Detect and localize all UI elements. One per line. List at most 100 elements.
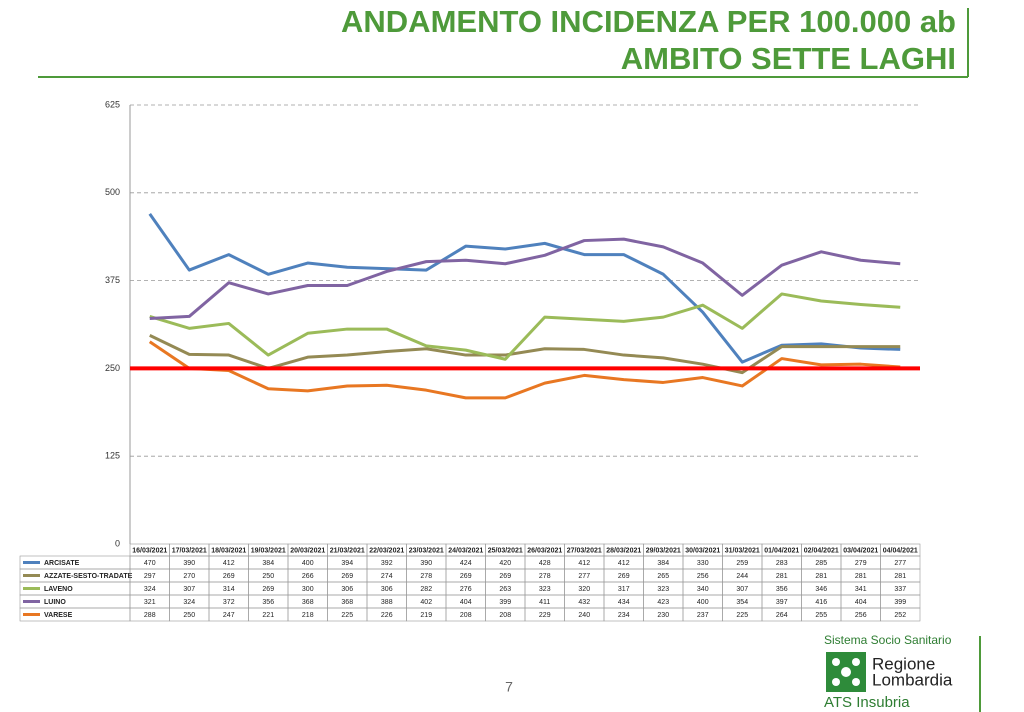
table-value: 229 — [539, 612, 551, 619]
table-value: 306 — [381, 586, 393, 593]
table-value: 300 — [302, 586, 314, 593]
x-tick-label: 23/03/2021 — [409, 547, 444, 554]
table-value: 340 — [697, 586, 709, 593]
table-value: 255 — [815, 612, 827, 619]
table-value: 226 — [381, 612, 393, 619]
logo-region: Lombardia — [872, 670, 953, 689]
x-tick-label: 18/03/2021 — [211, 547, 246, 554]
x-tick-label: 16/03/2021 — [132, 547, 167, 554]
table-value: 400 — [302, 560, 314, 567]
table-value: 423 — [657, 599, 669, 606]
table-value: 237 — [697, 612, 709, 619]
table-value: 277 — [894, 560, 906, 567]
x-tick-label: 22/03/2021 — [369, 547, 404, 554]
table-value: 218 — [302, 612, 314, 619]
table-value: 323 — [657, 586, 669, 593]
table-value: 404 — [460, 599, 472, 606]
x-tick-label: 25/03/2021 — [488, 547, 523, 554]
table-value: 285 — [815, 560, 827, 567]
table-value: 412 — [618, 560, 630, 567]
x-tick-label: 31/03/2021 — [725, 547, 760, 554]
chart-title: ANDAMENTO INCIDENZA PER 100.000 ab — [341, 4, 956, 39]
table-value: 270 — [183, 573, 195, 580]
chart-subtitle: AMBITO SETTE LAGHI — [621, 41, 956, 76]
table-value: 247 — [223, 612, 235, 619]
table-value: 416 — [815, 599, 827, 606]
x-tick-label: 03/04/2021 — [843, 547, 878, 554]
series-line — [149, 237, 901, 321]
table-value: 269 — [460, 573, 472, 580]
table-cell — [880, 607, 921, 622]
table-value: 263 — [499, 586, 511, 593]
series-line — [149, 292, 901, 361]
table-value: 264 — [776, 612, 788, 619]
table-value: 420 — [499, 560, 511, 567]
table-value: 341 — [855, 586, 867, 593]
table-value: 314 — [223, 586, 235, 593]
table-value: 399 — [894, 599, 906, 606]
y-tick-label: 500 — [105, 187, 120, 197]
legend-label: LUINO — [44, 599, 66, 606]
logo-region: Regione — [872, 654, 935, 673]
table-value: 266 — [302, 573, 314, 580]
table-value: 250 — [262, 573, 274, 580]
x-tick-label: 01/04/2021 — [764, 547, 799, 554]
table-value: 259 — [736, 560, 748, 567]
table-value: 330 — [697, 560, 709, 567]
table-value: 390 — [420, 560, 432, 567]
legend-label: AZZATE-SESTO-TRADATE — [44, 573, 133, 580]
legend-label: LAVENO — [44, 586, 73, 593]
table-value: 240 — [578, 612, 590, 619]
table-value: 256 — [697, 573, 709, 580]
table-value: 225 — [341, 612, 353, 619]
y-tick-label: 625 — [105, 99, 120, 109]
table-value: 412 — [223, 560, 235, 567]
logo-agency: ATS Insubria — [824, 694, 910, 711]
table-value: 368 — [341, 599, 353, 606]
table-value: 392 — [381, 560, 393, 567]
table-value: 221 — [262, 612, 274, 619]
table-value: 234 — [618, 612, 630, 619]
table-value: 297 — [144, 573, 156, 580]
table-value: 274 — [381, 573, 393, 580]
table-value: 250 — [183, 612, 195, 619]
legend-label: VARESE — [44, 612, 73, 619]
table-value: 428 — [539, 560, 551, 567]
x-tick-label: 21/03/2021 — [330, 547, 365, 554]
table-value: 230 — [657, 612, 669, 619]
table-value: 432 — [578, 599, 590, 606]
table-value: 283 — [776, 560, 788, 567]
table-value: 372 — [223, 599, 235, 606]
table-value: 390 — [183, 560, 195, 567]
table-value: 323 — [539, 586, 551, 593]
table-value: 368 — [302, 599, 314, 606]
series-line — [148, 340, 901, 400]
table-value: 324 — [183, 599, 195, 606]
table-value: 346 — [815, 586, 827, 593]
table-value: 256 — [855, 612, 867, 619]
table-value: 320 — [578, 586, 590, 593]
table-value: 354 — [736, 599, 748, 606]
table-value: 404 — [855, 599, 867, 606]
legend-label: ARCISATE — [44, 560, 80, 567]
logo-icon — [826, 652, 866, 692]
table-value: 225 — [736, 612, 748, 619]
table-value: 281 — [855, 573, 867, 580]
table-value: 279 — [855, 560, 867, 567]
table-value: 356 — [776, 586, 788, 593]
table-value: 269 — [223, 573, 235, 580]
table-value: 208 — [499, 612, 511, 619]
x-tick-label: 17/03/2021 — [172, 547, 207, 554]
table-value: 265 — [657, 573, 669, 580]
x-tick-label: 29/03/2021 — [646, 547, 681, 554]
table-value: 269 — [618, 573, 630, 580]
table-value: 470 — [144, 560, 156, 567]
y-tick-label: 250 — [105, 363, 120, 373]
table-value: 278 — [420, 573, 432, 580]
y-tick-label: 0 — [115, 538, 120, 548]
table-value: 384 — [657, 560, 669, 567]
page-number: 7 — [505, 679, 513, 695]
x-tick-label: 24/03/2021 — [448, 547, 483, 554]
table-value: 400 — [697, 599, 709, 606]
table-value: 434 — [618, 599, 630, 606]
